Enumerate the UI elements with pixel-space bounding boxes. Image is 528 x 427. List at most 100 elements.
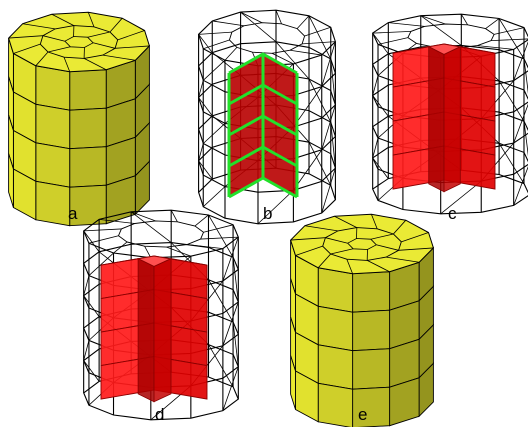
panel-b-wireframe-green-surface (197, 9, 337, 225)
wire-top-spoke (83, 228, 122, 232)
wire-diagonal (321, 167, 336, 214)
wire-diagonal (208, 279, 234, 323)
red-block-notch (137, 257, 155, 403)
panel-c-wireframe-red-block (372, 13, 528, 215)
top-edge (346, 259, 353, 274)
top-edge (63, 57, 71, 72)
top-edge (42, 35, 66, 42)
wire-diagonal (513, 166, 528, 206)
top-edge (317, 253, 331, 269)
top-edge (401, 232, 429, 243)
wire-diagonal (232, 257, 239, 302)
top-edge (8, 35, 43, 39)
wire-diagonal (222, 301, 239, 346)
red-block-notch (153, 257, 172, 403)
wire-diagonal (198, 97, 213, 116)
wire-diagonal (83, 295, 100, 317)
red-block-notch (428, 45, 445, 193)
wire-diagonal (308, 78, 332, 123)
top-edge (304, 225, 338, 232)
top-edge (92, 42, 116, 49)
side-face (35, 103, 71, 150)
wire-top-spoke (198, 31, 232, 35)
wire-top-spoke (200, 236, 239, 240)
top-edge (47, 46, 71, 53)
wire-top-spoke (485, 18, 500, 29)
wire-top-spoke (99, 218, 135, 224)
top-edge (334, 215, 358, 228)
wire-diagonal (208, 214, 234, 258)
wire-top-spoke (296, 15, 310, 29)
wire-diagonal (440, 180, 482, 215)
wire-diagonal (257, 189, 294, 225)
top-edge (35, 51, 49, 67)
top-edge (370, 233, 394, 240)
wire-diagonal (513, 103, 528, 144)
wire-top-spoke (194, 214, 209, 227)
wire-ring (83, 209, 239, 259)
top-core (347, 238, 377, 250)
wire-diagonal (330, 122, 336, 169)
top-edge (295, 245, 323, 256)
wire-diagonal (83, 275, 90, 296)
wire-diagonal (130, 211, 172, 243)
wire-top-spoke (144, 246, 152, 258)
wire-top-spoke (304, 26, 331, 37)
top-edge (51, 13, 75, 26)
panel-label-c: c (448, 204, 457, 223)
wire-diagonal (83, 230, 100, 253)
red-block-top (392, 43, 496, 55)
wire-diagonal (420, 15, 462, 46)
wire-top-spoke (491, 38, 528, 42)
wire-top-spoke (166, 246, 191, 257)
wire-diagonal (198, 34, 213, 53)
top-edge (115, 45, 150, 49)
wire-top-spoke (477, 45, 514, 50)
wire-top-spoke (187, 244, 223, 250)
wire-top-spoke (460, 13, 468, 26)
wire-diagonal (198, 80, 204, 98)
wire-diagonal (83, 360, 100, 382)
wire-diagonal (372, 95, 389, 117)
wire-top-spoke (275, 10, 282, 24)
red-block-notch (443, 45, 461, 193)
wire-ring (83, 371, 239, 421)
wire-diagonal (330, 58, 336, 105)
wire-diagonal (498, 18, 525, 59)
top-edge (102, 54, 136, 61)
wire-diagonal (498, 143, 525, 184)
top-edge (290, 237, 326, 241)
wire-top-spoke (271, 52, 294, 65)
wire-top-spoke (170, 210, 178, 222)
wire-top-spoke (113, 241, 128, 254)
wire-diagonal (222, 236, 239, 282)
top-edge (386, 256, 420, 263)
top-edge (22, 23, 56, 30)
side-face (290, 355, 296, 410)
wire-top-spoke (302, 41, 336, 45)
wire-diagonal (208, 344, 234, 388)
panel-label-a: a (68, 204, 78, 223)
wire-diagonal (308, 142, 332, 186)
wire-diagonal (232, 321, 239, 367)
panel-d-wireframe-red-block (83, 209, 239, 421)
wire-top-spoke (212, 20, 244, 27)
panel-label-e: e (358, 405, 367, 424)
wire-diagonal (198, 160, 213, 180)
top-cap (290, 213, 434, 275)
wire-diagonal (513, 41, 528, 81)
top-edge (117, 30, 145, 41)
wire-diagonal (202, 186, 226, 208)
wire-top-spoke (290, 49, 322, 56)
wire-top-spoke (224, 47, 238, 61)
panel-label-b: b (263, 204, 272, 223)
wire-diagonal (222, 366, 239, 411)
wire-top-spoke (203, 224, 234, 233)
wire-diagonal (88, 252, 114, 276)
top-edge (87, 31, 111, 38)
wire-top-spoke (420, 15, 446, 25)
wire-top-spoke (377, 37, 409, 45)
wire-diagonal (308, 15, 332, 60)
wire-diagonal (198, 143, 204, 161)
